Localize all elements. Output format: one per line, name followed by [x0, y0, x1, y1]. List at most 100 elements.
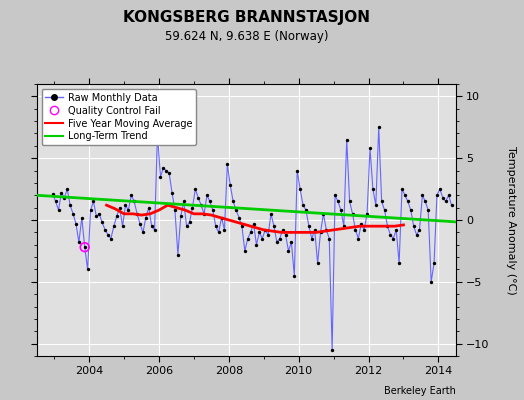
Point	[235, 214, 243, 221]
Point	[203, 192, 211, 198]
Point	[214, 229, 223, 236]
Point	[101, 227, 110, 233]
Point	[49, 191, 57, 197]
Point	[398, 186, 406, 192]
Point	[121, 202, 129, 208]
Point	[363, 211, 372, 217]
Point	[229, 198, 237, 205]
Point	[392, 227, 400, 233]
Point	[246, 229, 255, 236]
Text: KONGSBERG BRANNSTASJON: KONGSBERG BRANNSTASJON	[123, 10, 370, 25]
Point	[69, 211, 77, 217]
Point	[287, 239, 296, 246]
Point	[75, 239, 83, 246]
Point	[206, 198, 214, 205]
Point	[95, 211, 103, 217]
Point	[177, 213, 185, 220]
Point	[165, 170, 173, 176]
Point	[182, 223, 191, 229]
Point	[156, 174, 165, 180]
Point	[162, 167, 170, 174]
Point	[194, 194, 202, 201]
Point	[154, 130, 162, 137]
Point	[372, 202, 380, 208]
Point	[113, 213, 121, 220]
Point	[188, 204, 196, 211]
Point	[118, 223, 127, 229]
Point	[395, 260, 403, 266]
Point	[258, 235, 267, 242]
Point	[304, 223, 313, 229]
Point	[180, 198, 188, 205]
Point	[281, 232, 290, 238]
Point	[51, 198, 60, 205]
Point	[360, 227, 368, 233]
Point	[150, 227, 159, 233]
Point	[278, 227, 287, 233]
Point	[322, 227, 331, 233]
Point	[285, 248, 293, 254]
Point	[107, 235, 115, 242]
Point	[302, 207, 310, 213]
Point	[226, 182, 234, 188]
Text: 59.624 N, 9.638 E (Norway): 59.624 N, 9.638 E (Norway)	[165, 30, 328, 43]
Point	[255, 229, 264, 236]
Point	[357, 220, 365, 227]
Point	[267, 211, 275, 217]
Point	[334, 198, 342, 205]
Point	[252, 242, 260, 248]
Point	[209, 207, 217, 213]
Point	[416, 227, 424, 233]
Point	[328, 347, 336, 353]
Point	[439, 194, 447, 201]
Point	[407, 207, 415, 213]
Point	[136, 220, 144, 227]
Point	[375, 124, 383, 130]
Point	[331, 192, 339, 198]
Point	[308, 235, 316, 242]
Point	[124, 207, 133, 213]
Point	[276, 235, 284, 242]
Point	[220, 227, 228, 233]
Legend: Raw Monthly Data, Quality Control Fail, Five Year Moving Average, Long-Term Tren: Raw Monthly Data, Quality Control Fail, …	[41, 89, 196, 145]
Y-axis label: Temperature Anomaly (°C): Temperature Anomaly (°C)	[506, 146, 516, 294]
Point	[139, 229, 147, 236]
Point	[66, 202, 74, 208]
Point	[427, 279, 435, 285]
Point	[430, 260, 438, 266]
Point	[63, 186, 71, 192]
Point	[89, 198, 97, 205]
Point	[261, 227, 269, 233]
Point	[98, 219, 106, 226]
Point	[369, 186, 377, 192]
Point	[272, 239, 281, 246]
Point	[366, 145, 374, 152]
Point	[81, 244, 89, 250]
Point	[296, 186, 304, 192]
Point	[249, 220, 258, 227]
Point	[270, 223, 278, 229]
Point	[383, 223, 391, 229]
Point	[171, 207, 179, 213]
Point	[223, 161, 232, 168]
Point	[244, 235, 252, 242]
Point	[127, 192, 136, 198]
Point	[311, 227, 319, 233]
Point	[447, 202, 456, 208]
Point	[316, 229, 325, 236]
Point	[421, 198, 430, 205]
Point	[54, 207, 63, 213]
Point	[104, 232, 112, 238]
Text: Berkeley Earth: Berkeley Earth	[384, 386, 456, 396]
Point	[141, 214, 150, 221]
Point	[145, 204, 153, 211]
Point	[115, 204, 124, 211]
Point	[238, 223, 246, 229]
Point	[92, 213, 101, 220]
Point	[354, 235, 363, 242]
Point	[185, 219, 194, 226]
Point	[418, 192, 427, 198]
Point	[386, 232, 395, 238]
Point	[433, 192, 441, 198]
Point	[57, 190, 66, 196]
